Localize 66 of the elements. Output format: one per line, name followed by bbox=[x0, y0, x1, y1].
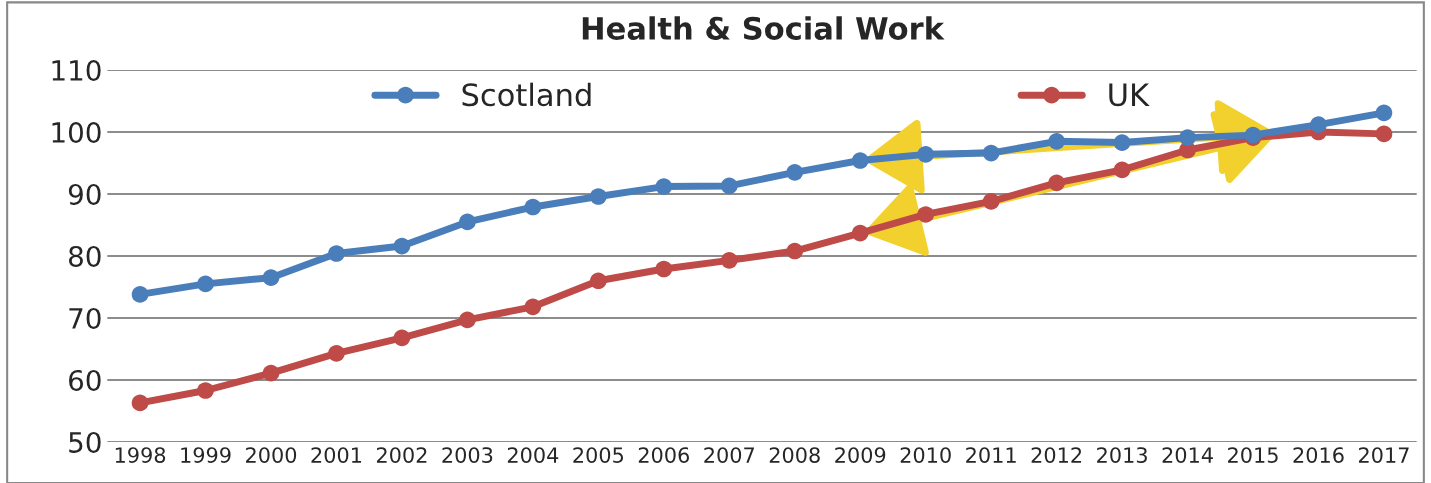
point bbox=[524, 198, 542, 216]
point bbox=[982, 144, 1000, 162]
point bbox=[262, 269, 280, 287]
x-tick-label: 2005 bbox=[573, 447, 624, 463]
point bbox=[590, 272, 607, 290]
x-tick-label: 2016 bbox=[1293, 447, 1344, 463]
y-tick-label: 90 bbox=[68, 183, 101, 205]
y-tick-label: 50 bbox=[69, 431, 101, 453]
y-tick-label: 70 bbox=[69, 307, 101, 329]
point bbox=[786, 242, 804, 260]
x-tick-label: 2007 bbox=[704, 447, 754, 463]
x-tick-label: 2008 bbox=[769, 447, 820, 463]
point bbox=[655, 260, 673, 278]
point bbox=[262, 364, 280, 382]
y-tick-label: 60 bbox=[69, 369, 101, 391]
point bbox=[459, 213, 476, 231]
point bbox=[328, 245, 345, 262]
point bbox=[1375, 104, 1393, 122]
point bbox=[1048, 174, 1065, 192]
x-tick-label: 2009 bbox=[835, 447, 886, 463]
point bbox=[720, 177, 738, 195]
point bbox=[393, 237, 411, 255]
point bbox=[524, 298, 542, 316]
point bbox=[197, 382, 214, 399]
x-tick-label: 2004 bbox=[507, 447, 559, 463]
x-tick-label: 2000 bbox=[246, 447, 297, 463]
point bbox=[917, 206, 935, 223]
point bbox=[131, 286, 149, 303]
point bbox=[851, 224, 869, 242]
legend-label: Scotland bbox=[462, 82, 591, 107]
x-tick-label: 2015 bbox=[1228, 447, 1278, 463]
legend-label: UK bbox=[1109, 83, 1150, 107]
chart-title: Health & Social Work bbox=[582, 16, 945, 40]
point bbox=[197, 275, 214, 293]
point bbox=[1113, 134, 1131, 151]
point bbox=[459, 311, 476, 329]
point bbox=[720, 252, 738, 269]
x-tick-label: 2017 bbox=[1358, 447, 1409, 463]
x-tick-label: 1999 bbox=[181, 447, 231, 463]
point bbox=[1048, 132, 1065, 150]
point bbox=[1310, 116, 1327, 133]
point bbox=[851, 152, 869, 169]
x-tick-label: 2002 bbox=[376, 447, 427, 463]
x-tick-label: 2013 bbox=[1097, 447, 1147, 463]
point bbox=[1179, 129, 1196, 146]
x-tick-label: 2003 bbox=[442, 447, 493, 463]
point bbox=[1375, 125, 1393, 143]
point bbox=[655, 178, 673, 195]
x-tick-label: 2012 bbox=[1031, 447, 1082, 463]
point bbox=[131, 394, 149, 412]
y-tick-label: 80 bbox=[69, 245, 101, 267]
point bbox=[786, 163, 804, 181]
point bbox=[590, 188, 607, 205]
point bbox=[328, 344, 345, 362]
x-tick-label: 2010 bbox=[900, 447, 951, 463]
x-tick-label: 2011 bbox=[966, 447, 1016, 463]
point bbox=[1113, 161, 1131, 179]
x-tick-label: 1998 bbox=[115, 447, 166, 463]
y-tick-label: 110 bbox=[52, 59, 101, 81]
point bbox=[917, 146, 935, 163]
x-tick-label: 2014 bbox=[1162, 447, 1213, 463]
x-tick-label: 2001 bbox=[311, 447, 362, 463]
point bbox=[982, 193, 1000, 210]
y-tick-label: 100 bbox=[52, 121, 101, 143]
point bbox=[393, 329, 411, 347]
x-tick-label: 2006 bbox=[638, 447, 689, 463]
